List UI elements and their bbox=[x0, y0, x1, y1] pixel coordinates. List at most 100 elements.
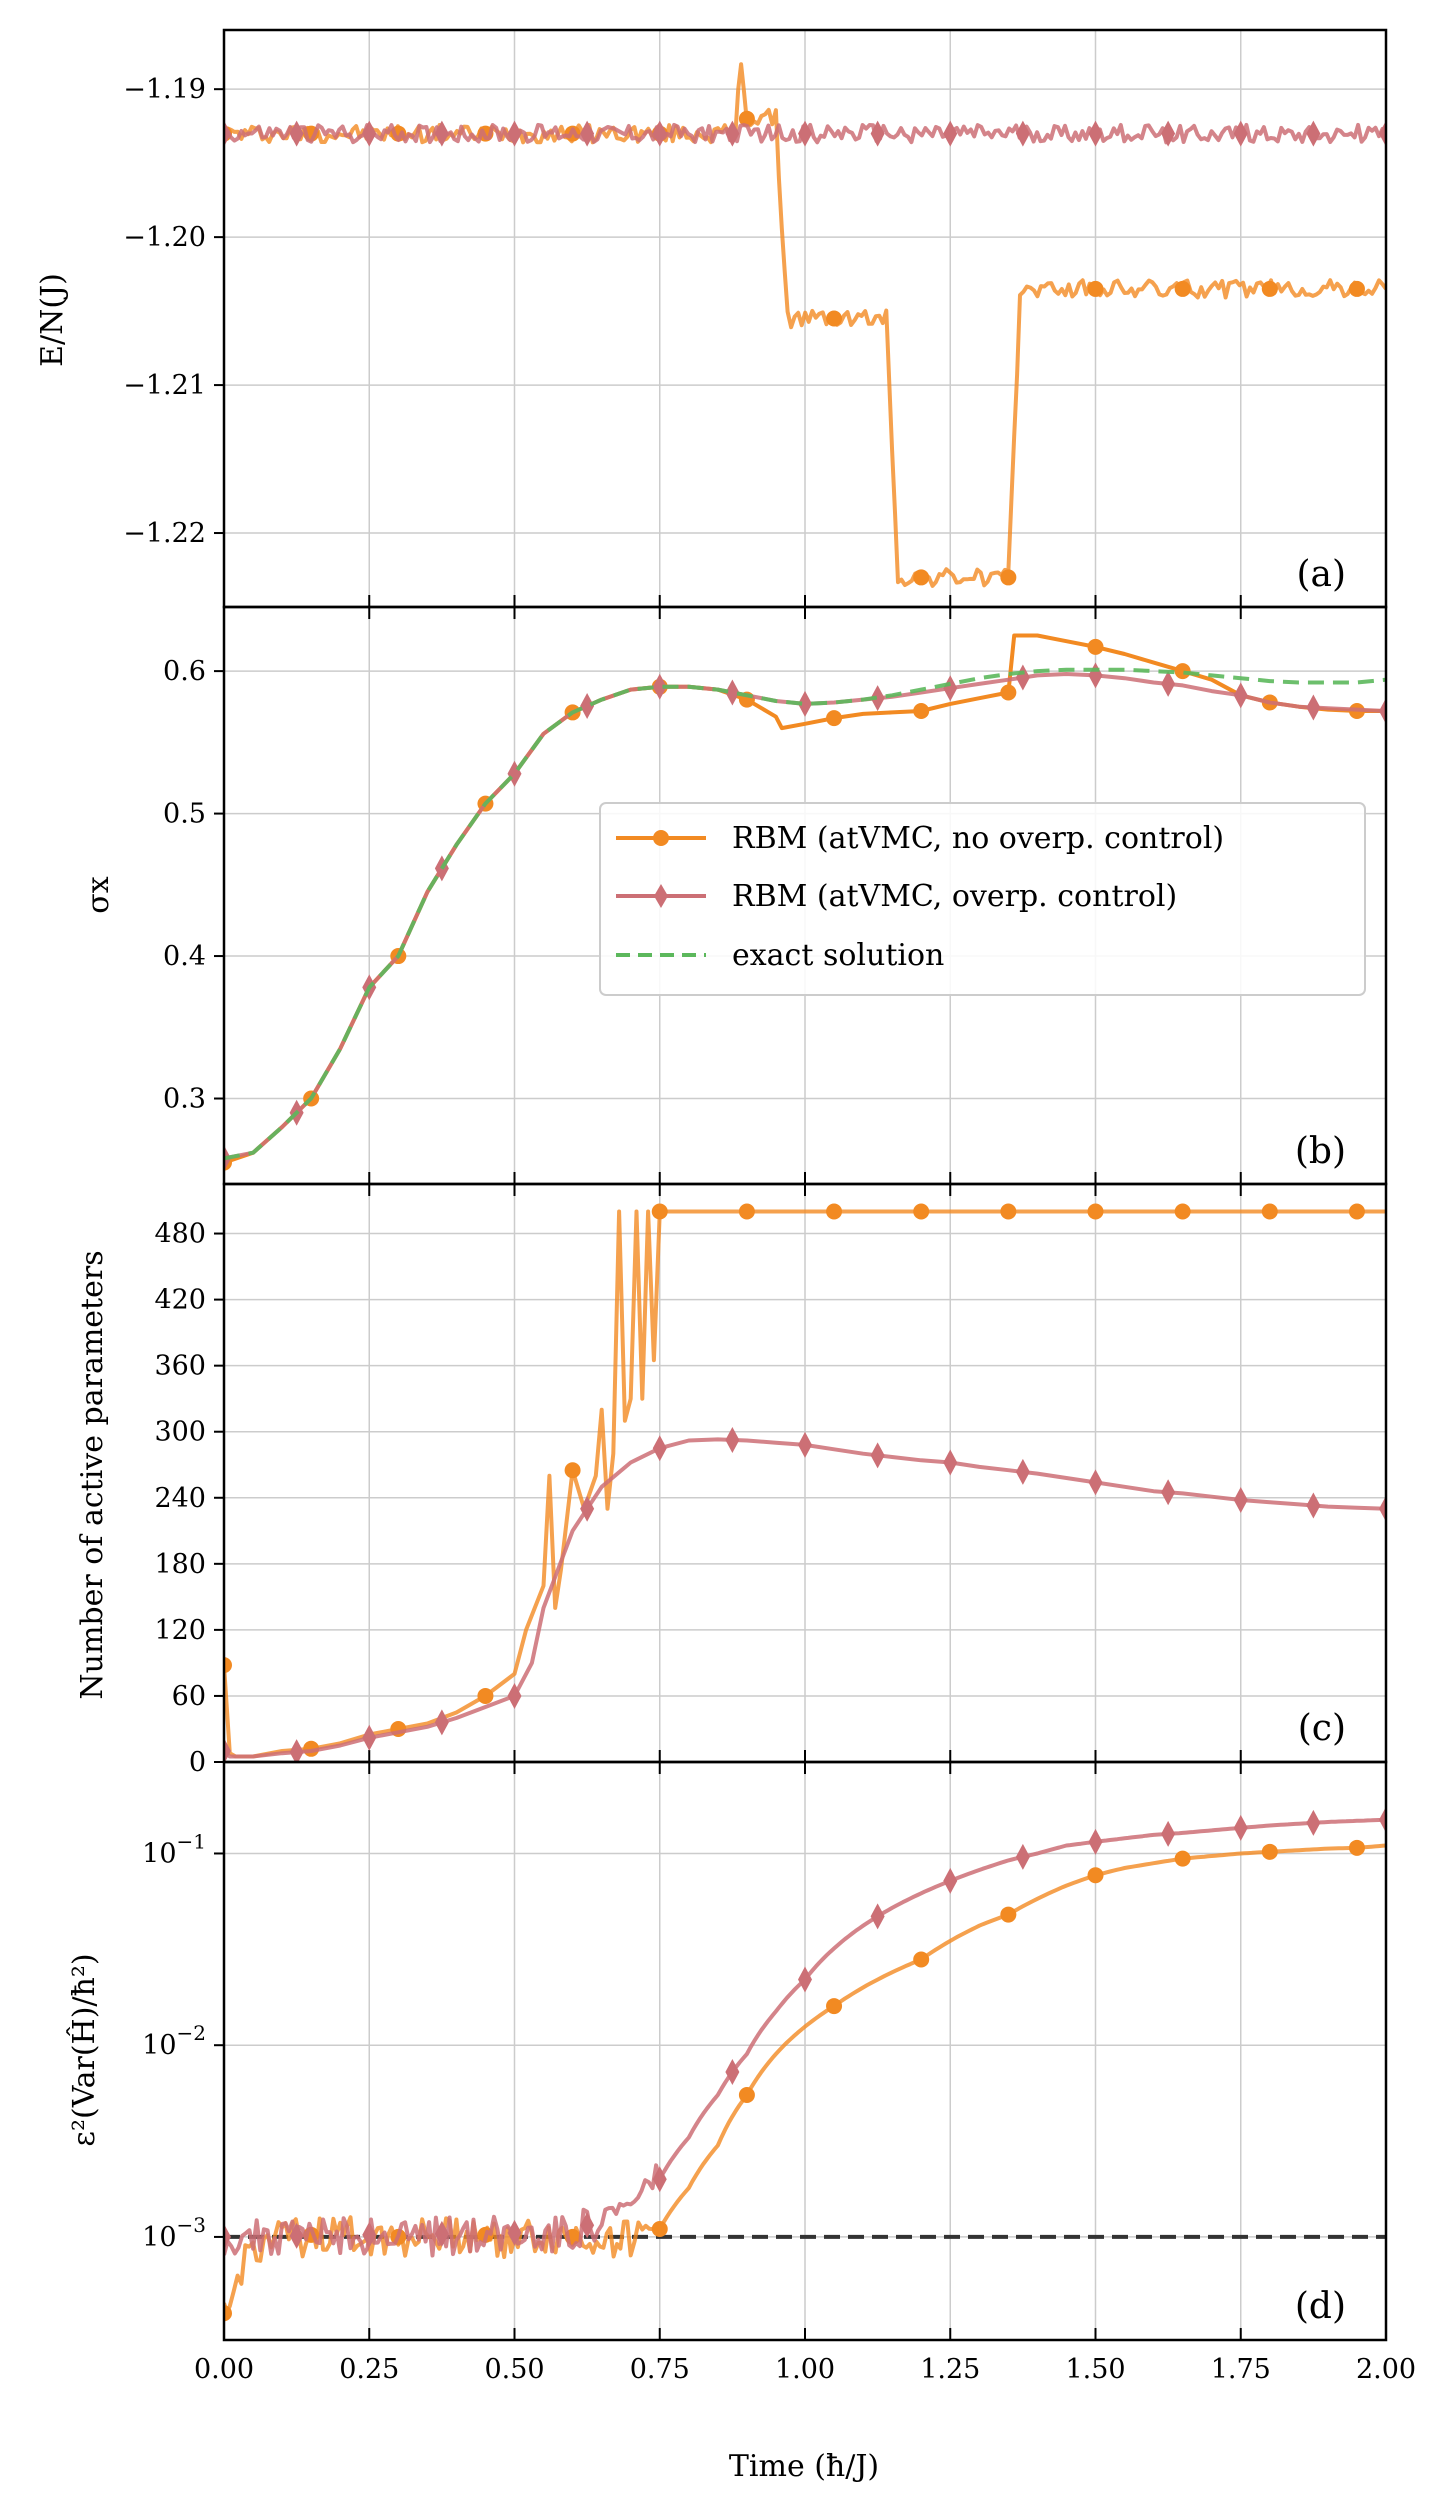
ylabel-c: Number of active parameters bbox=[75, 1250, 110, 1699]
panel-d-tag: (d) bbox=[1295, 2286, 1346, 2327]
plot-area bbox=[224, 1203, 1386, 1762]
series-rose-marker bbox=[580, 693, 595, 720]
series-rose-marker bbox=[224, 2223, 231, 2250]
series-rose-marker bbox=[725, 1426, 740, 1453]
y-tick-label: 0 bbox=[189, 1747, 206, 1778]
series-rose-marker bbox=[1161, 1820, 1176, 1847]
legend-label-no-control: RBM (atVMC, no overp. control) bbox=[732, 821, 1224, 856]
series-rose-marker bbox=[1379, 1495, 1386, 1522]
x-tick-label: 1.50 bbox=[1065, 2354, 1125, 2385]
series-rose-marker bbox=[224, 1737, 231, 1762]
series-rose-marker bbox=[1233, 120, 1248, 147]
series-orange-marker bbox=[1261, 1203, 1278, 1220]
series-orange-marker bbox=[1174, 663, 1191, 680]
series-rose-marker bbox=[1088, 1828, 1103, 1855]
series-rose-marker bbox=[870, 685, 885, 712]
series-rose-marker bbox=[580, 120, 595, 147]
series-orange-marker bbox=[1000, 684, 1017, 701]
series-orange-marker bbox=[1261, 280, 1278, 297]
series-rose-marker bbox=[725, 2058, 740, 2085]
series-orange-marker bbox=[477, 1687, 494, 1704]
x-tick-label: 2.00 bbox=[1356, 2354, 1416, 2385]
series-rose-marker bbox=[1306, 694, 1321, 721]
series-rose-marker bbox=[362, 120, 377, 147]
series-rose-marker bbox=[652, 673, 667, 700]
y-tick-label: 60 bbox=[172, 1681, 206, 1712]
series-orange-marker bbox=[1174, 1850, 1191, 1867]
legend: RBM (atVMC, no overp. control) RBM (atVM… bbox=[599, 802, 1366, 996]
series-orange-marker bbox=[651, 1203, 668, 1220]
series-rose-marker bbox=[870, 1442, 885, 1469]
series-rose-marker bbox=[870, 1903, 885, 1930]
y-tick-label: 240 bbox=[154, 1483, 206, 1514]
series-rose-marker bbox=[1233, 1486, 1248, 1513]
y-tick-label: 10−2 bbox=[142, 2021, 206, 2061]
series-rose-marker bbox=[362, 2221, 377, 2248]
series-rose-marker bbox=[943, 1449, 958, 1476]
legend-label-control: RBM (atVMC, overp. control) bbox=[732, 879, 1177, 914]
series-rose-marker bbox=[1088, 1469, 1103, 1496]
series-orange-marker bbox=[1087, 1203, 1104, 1220]
series-rose-marker bbox=[798, 120, 812, 147]
series-rose-marker bbox=[1161, 1479, 1176, 1506]
series-orange-marker bbox=[913, 703, 930, 720]
series-rose-marker bbox=[507, 2219, 522, 2246]
legend-marker-orange bbox=[653, 830, 669, 846]
x-tick-label: 0.75 bbox=[630, 2354, 690, 2385]
series-rose-marker bbox=[652, 2166, 667, 2193]
x-tick-label: 0.00 bbox=[194, 2354, 254, 2385]
y-tick-label: −1.21 bbox=[123, 370, 206, 401]
series-rose-marker bbox=[798, 690, 812, 717]
series-rose-marker bbox=[434, 120, 449, 147]
y-tick-label: 480 bbox=[154, 1219, 206, 1250]
series-rose-marker bbox=[1015, 120, 1030, 147]
legend-label-exact: exact solution bbox=[732, 938, 944, 973]
series-rose-marker bbox=[1015, 1458, 1030, 1485]
series-orange-marker bbox=[651, 2220, 668, 2237]
panel-b-tag: (b) bbox=[1295, 1131, 1346, 1172]
y-tick-label: −1.19 bbox=[123, 74, 206, 105]
series-orange-marker bbox=[1348, 1839, 1365, 1856]
panel-d: 10−3 10−2 10−1 bbox=[142, 1760, 1388, 2342]
series-orange-marker bbox=[826, 1998, 843, 2015]
series-rose-marker bbox=[1379, 120, 1386, 147]
series-orange-marker bbox=[564, 1462, 581, 1479]
series-orange-marker bbox=[738, 110, 755, 127]
series-rose-marker bbox=[580, 1495, 595, 1522]
y-tick-label: 360 bbox=[154, 1351, 206, 1382]
series-orange-line bbox=[224, 1209, 1386, 1759]
y-tick-label: 0.5 bbox=[163, 799, 206, 830]
y-tick-label: −1.20 bbox=[123, 222, 206, 253]
y-tick-label: −1.22 bbox=[123, 518, 206, 549]
series-rose-marker bbox=[652, 120, 667, 147]
series-rose-marker bbox=[725, 679, 740, 706]
series-rose-marker bbox=[943, 1867, 958, 1894]
x-tick-label: 0.50 bbox=[484, 2354, 544, 2385]
series-orange-marker bbox=[913, 569, 930, 586]
series-rose-marker bbox=[870, 120, 885, 147]
series-rose-marker bbox=[507, 120, 522, 147]
series-rose-marker bbox=[580, 2212, 595, 2239]
series-rose-marker bbox=[224, 120, 231, 147]
series-rose-marker bbox=[943, 675, 958, 702]
series-rose-marker bbox=[1161, 120, 1176, 147]
series-orange-marker bbox=[738, 1203, 755, 1220]
panel-c-tag: (c) bbox=[1298, 1708, 1346, 1749]
series-rose-line bbox=[224, 1437, 1386, 1759]
series-rose-marker bbox=[434, 1709, 449, 1736]
series-rose-marker bbox=[1379, 698, 1386, 725]
series-orange-marker bbox=[1087, 1867, 1104, 1884]
x-tick-label: 1.75 bbox=[1211, 2354, 1271, 2385]
x-tick-label: 1.00 bbox=[775, 2354, 835, 2385]
series-orange-marker bbox=[913, 1951, 930, 1968]
series-rose-marker bbox=[289, 1739, 304, 1762]
series-orange-marker bbox=[1000, 569, 1017, 586]
panel-c: 0 60 120 180 240 300 360 420 480 bbox=[154, 1182, 1388, 1778]
plot-area bbox=[224, 1806, 1386, 2322]
series-rose-marker bbox=[1233, 1814, 1248, 1841]
series-orange-marker bbox=[224, 2305, 232, 2322]
series-orange-marker bbox=[1000, 1203, 1017, 1220]
x-tick-label: 0.25 bbox=[339, 2354, 399, 2385]
series-rose-marker bbox=[1306, 1492, 1321, 1519]
